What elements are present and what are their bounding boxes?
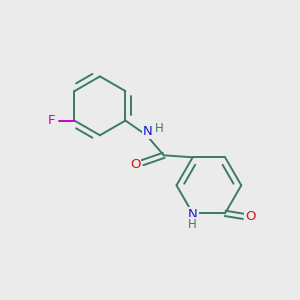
Text: N: N <box>188 208 198 221</box>
Text: O: O <box>245 210 256 223</box>
Text: O: O <box>130 158 140 171</box>
Text: H: H <box>188 218 197 231</box>
Text: N: N <box>143 125 153 138</box>
Text: F: F <box>48 114 56 127</box>
Text: H: H <box>154 122 164 135</box>
